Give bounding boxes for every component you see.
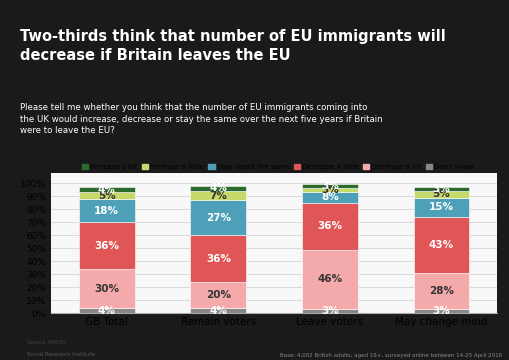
- Text: Social Research Institute: Social Research Institute: [26, 352, 94, 357]
- Text: 36%: 36%: [94, 240, 119, 251]
- Bar: [79, 308, 134, 313]
- Bar: [413, 217, 468, 273]
- Bar: [413, 309, 468, 313]
- Text: 27%: 27%: [205, 213, 231, 222]
- Text: 8%: 8%: [320, 193, 338, 202]
- Text: 36%: 36%: [206, 253, 231, 264]
- Text: 36%: 36%: [317, 221, 342, 231]
- Text: 4%: 4%: [98, 306, 116, 316]
- Bar: [190, 235, 246, 282]
- Text: 43%: 43%: [428, 240, 453, 250]
- Text: 7%: 7%: [209, 190, 227, 201]
- Bar: [190, 200, 246, 235]
- Text: 4%: 4%: [209, 183, 227, 193]
- Text: 3%: 3%: [320, 306, 338, 316]
- Text: Two-thirds think that number of EU immigrants will
decrease if Britain leaves th: Two-thirds think that number of EU immig…: [20, 30, 445, 63]
- Text: 28%: 28%: [428, 286, 453, 296]
- Bar: [190, 308, 246, 313]
- Text: Ipsos MORI: Ipsos MORI: [26, 340, 66, 345]
- Text: 3%: 3%: [432, 306, 449, 316]
- Text: 5%: 5%: [98, 190, 116, 201]
- Text: 3%: 3%: [320, 185, 338, 195]
- Bar: [190, 191, 246, 200]
- Bar: [413, 198, 468, 217]
- Bar: [301, 192, 357, 203]
- Bar: [413, 191, 468, 198]
- Bar: [79, 192, 134, 199]
- Bar: [190, 186, 246, 191]
- Bar: [301, 309, 357, 313]
- Text: 3%: 3%: [320, 181, 338, 192]
- Bar: [301, 249, 357, 309]
- Text: 20%: 20%: [206, 290, 231, 300]
- Bar: [301, 188, 357, 192]
- Legend: Increase a lot, Increase a little, Stay about the same, Decrease a little, Decre: Increase a lot, Increase a little, Stay …: [82, 164, 473, 170]
- Text: Base: 4,002 British adults, aged 18+, surveyed online between 14-25 April 2016: Base: 4,002 British adults, aged 18+, su…: [279, 353, 501, 358]
- Text: 46%: 46%: [317, 274, 342, 284]
- Bar: [190, 282, 246, 308]
- Text: 4%: 4%: [98, 185, 116, 195]
- Text: 5%: 5%: [432, 189, 449, 199]
- Bar: [79, 187, 134, 192]
- Bar: [301, 184, 357, 188]
- Bar: [413, 187, 468, 191]
- Text: 15%: 15%: [428, 202, 453, 212]
- Bar: [79, 269, 134, 308]
- Text: 18%: 18%: [94, 206, 119, 216]
- Bar: [301, 203, 357, 249]
- Text: 30%: 30%: [94, 284, 119, 293]
- Text: 3%: 3%: [432, 184, 449, 194]
- Bar: [79, 199, 134, 222]
- Bar: [79, 222, 134, 269]
- Bar: [413, 273, 468, 309]
- Text: 4%: 4%: [209, 306, 227, 316]
- Text: Please tell me whether you think that the number of EU immigrants coming into
th: Please tell me whether you think that th…: [20, 103, 382, 135]
